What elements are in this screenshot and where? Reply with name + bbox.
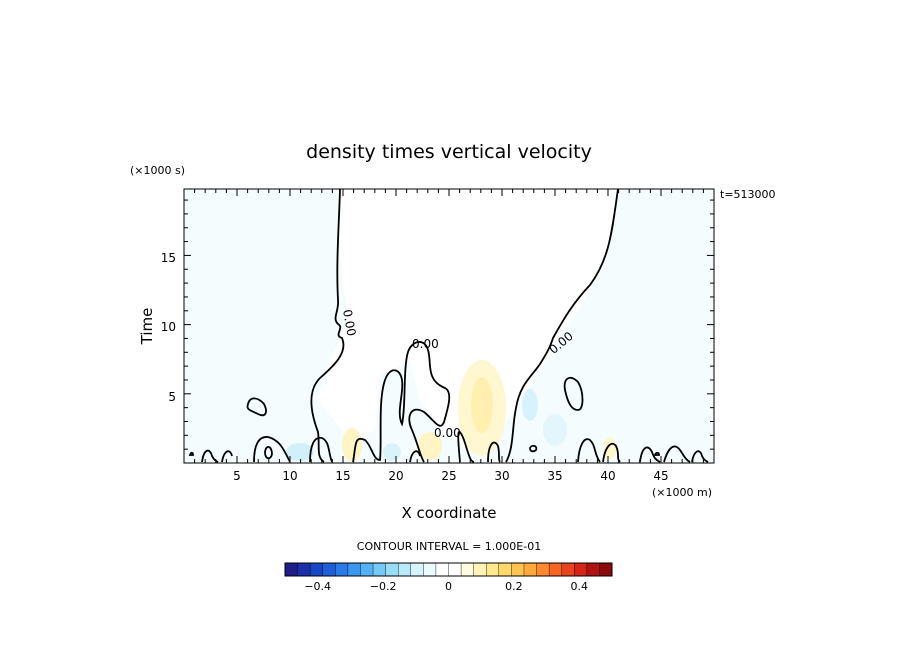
contour-line xyxy=(487,441,501,463)
contour-line xyxy=(663,445,691,463)
negative-lobe xyxy=(543,414,567,446)
colorbar-tick-label: 0.2 xyxy=(505,580,523,593)
colorbar-cell xyxy=(448,562,462,577)
x-tick-label: 25 xyxy=(441,469,456,483)
positive-lobe xyxy=(418,432,442,460)
colorbar-cell xyxy=(548,562,563,577)
colorbar-tick-label: 0 xyxy=(445,580,452,593)
contour-line xyxy=(691,450,709,463)
x-axis-title: X coordinate xyxy=(401,504,496,522)
colorbar-cell xyxy=(397,562,412,577)
colorbar-cell xyxy=(372,562,387,577)
contour-label: 0.00 xyxy=(340,308,358,337)
colorbar-tick-label: −0.2 xyxy=(370,580,397,593)
contour-line xyxy=(409,450,421,463)
negative-lobe xyxy=(522,389,538,421)
chart-title: density times vertical velocity xyxy=(306,141,592,163)
colorbar-cell xyxy=(523,562,538,577)
colorbar-cell xyxy=(486,562,500,577)
contour-line xyxy=(264,446,273,460)
x-tick-label: 45 xyxy=(653,469,668,483)
x-tick-label: 20 xyxy=(388,469,403,483)
colorbar-cell xyxy=(460,562,475,577)
contour-label: 0.00 xyxy=(434,426,461,440)
x-tick-label: 5 xyxy=(233,469,241,483)
contour-line xyxy=(352,341,451,463)
positive-lobe xyxy=(471,377,493,433)
time-label: t=513000 xyxy=(720,188,776,201)
contour-label: 0.00 xyxy=(412,337,439,351)
colorbar-cell xyxy=(473,562,487,577)
contour-line xyxy=(253,436,291,463)
colorbar-cell xyxy=(536,562,550,577)
contour-line xyxy=(563,376,584,411)
negative-lobe xyxy=(383,443,401,461)
colorbar-cell xyxy=(360,562,374,577)
colorbar-ticks: −0.4 −0.2 0 0.2 0.4 xyxy=(304,580,588,593)
contour-line xyxy=(246,397,267,417)
colorbar-cell xyxy=(574,562,588,577)
y-tick-label: 15 xyxy=(161,251,176,265)
x-tick-label: 15 xyxy=(335,469,350,483)
contour-line xyxy=(309,436,333,463)
x-units-label: (×1000 m) xyxy=(652,486,712,499)
contour-line xyxy=(221,450,233,463)
colorbar-cell xyxy=(322,562,336,577)
plot-area: 0.00 0.00 0.00 0.00 xyxy=(184,188,714,463)
negative-lobe xyxy=(286,443,314,461)
colorbar-cell xyxy=(511,562,525,577)
contour-line xyxy=(310,188,345,463)
y-tick-label: 5 xyxy=(168,390,176,404)
colorbar-tick-label: 0.4 xyxy=(571,580,589,593)
positive-lobe xyxy=(342,428,362,462)
zero-contours xyxy=(188,188,709,463)
positive-lobe xyxy=(603,437,617,459)
colorbar-cell xyxy=(561,562,575,577)
colorbar-cell xyxy=(410,562,424,577)
contour-line xyxy=(505,188,619,463)
colorbar-cell xyxy=(347,562,361,577)
contour-line xyxy=(639,446,661,463)
x-tick-label: 30 xyxy=(494,469,509,483)
colorbar-cell xyxy=(284,562,299,577)
colorbar-cell xyxy=(435,562,449,577)
y-tick-labels: 5 10 15 xyxy=(161,251,176,404)
x-tick-label: 40 xyxy=(600,469,615,483)
contour-line xyxy=(602,442,621,463)
colorbar-cell xyxy=(335,562,349,577)
colorbar-cell xyxy=(297,562,311,577)
colorbar xyxy=(284,562,613,577)
colorbar-cell xyxy=(599,562,613,577)
colorbar-tick-label: −0.4 xyxy=(304,580,331,593)
colorbar-cell xyxy=(586,562,600,577)
contour-line xyxy=(529,444,538,453)
zero-zone xyxy=(318,189,618,450)
x-tick-label: 10 xyxy=(282,469,297,483)
x-tick-label: 35 xyxy=(547,469,562,483)
contour-line xyxy=(653,451,660,456)
colorbar-cell xyxy=(423,562,437,577)
contour-line xyxy=(188,451,194,456)
y-units-label: (×1000 s) xyxy=(130,164,185,177)
x-tick-labels: 5 10 15 20 25 30 35 40 45 xyxy=(233,469,668,483)
colorbar-cell xyxy=(498,562,512,577)
y-tick-label: 10 xyxy=(161,320,176,334)
colorbar-frame xyxy=(284,562,613,577)
axis-ticks xyxy=(184,189,714,463)
contour-line xyxy=(457,431,475,463)
y-axis-title: Time xyxy=(138,308,156,346)
contour-interval-label: CONTOUR INTERVAL = 1.000E-01 xyxy=(357,540,541,553)
contour-line xyxy=(577,438,601,463)
colorbar-cell xyxy=(309,562,324,577)
colorbar-cell xyxy=(385,562,399,577)
